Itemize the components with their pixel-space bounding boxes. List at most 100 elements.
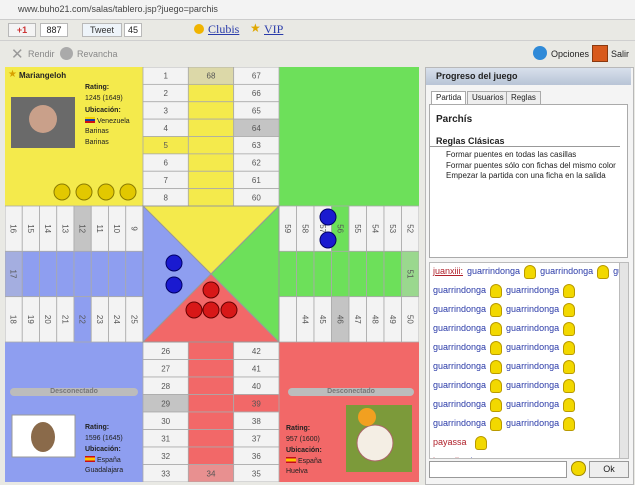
revancha-button[interactable]: Revancha: [77, 49, 118, 59]
cell-number: 3: [163, 106, 168, 115]
yellow-token[interactable]: [53, 183, 71, 201]
cell-number: 38: [252, 417, 261, 426]
chat-text: guarrindonga: [433, 380, 487, 390]
opciones-icon: [533, 46, 547, 60]
cell-number: 53: [388, 224, 397, 233]
cell-number: 56: [335, 224, 344, 233]
cell-number: 5: [163, 141, 168, 150]
rule: Formar puentes en todas las casillas: [446, 150, 577, 159]
gplus-button[interactable]: +1: [8, 23, 36, 37]
player-name: Mariangeloh: [19, 71, 67, 80]
board-cell: [296, 250, 315, 298]
cell-number: 58: [300, 224, 309, 233]
tweet-button[interactable]: Tweet: [82, 23, 122, 37]
yellow-token[interactable]: [97, 183, 115, 201]
board-cell: [383, 250, 402, 298]
cell-number: 34: [207, 469, 216, 478]
cell-number: 60: [252, 193, 261, 202]
cell-number: 64: [252, 124, 261, 133]
blue-home: [5, 342, 143, 482]
tab[interactable]: Reglas: [506, 91, 541, 105]
yellow-token[interactable]: [119, 183, 137, 201]
clubis-link[interactable]: Clubis: [208, 22, 240, 36]
rule: Empezar la partida con una ficha en la s…: [446, 171, 606, 180]
chat-message: guarrindonga guarrindonga: [430, 396, 619, 415]
chat-user: payassa: [433, 437, 467, 447]
chat-text: guarrindonga: [506, 323, 560, 333]
cell-number: 18: [9, 315, 18, 324]
emoji: [490, 283, 503, 298]
chat-message: payassa: [430, 434, 619, 453]
red-token[interactable]: [220, 301, 238, 319]
flag: [85, 116, 95, 123]
vip-link[interactable]: VIP: [264, 22, 284, 36]
emoji: [597, 264, 610, 279]
tab[interactable]: Partida: [431, 91, 467, 105]
tokens: [53, 183, 337, 319]
blue-token[interactable]: [165, 276, 183, 294]
cell-number: 55: [353, 224, 362, 233]
cell-number: 41: [252, 364, 261, 373]
cell-number: 28: [161, 382, 170, 391]
blue-token[interactable]: [165, 254, 183, 272]
emoji: [474, 435, 487, 450]
board-cell: [348, 250, 367, 298]
red-token[interactable]: [202, 301, 220, 319]
chat-text: guarrindonga: [613, 266, 619, 276]
red-token[interactable]: [202, 281, 220, 299]
board-cell: [278, 250, 297, 298]
board-cell: [56, 250, 75, 298]
board-cell: [39, 250, 58, 298]
blue-token[interactable]: [319, 208, 337, 226]
yellow-token[interactable]: [75, 183, 93, 201]
country: Venezuela: [97, 117, 130, 125]
cell-number: 6: [163, 159, 168, 168]
rule-separator: [430, 146, 620, 147]
rendir-icon: ✕: [11, 46, 24, 63]
separator: [0, 40, 635, 41]
cell-number: 2: [163, 89, 168, 98]
cell-number: 20: [43, 315, 52, 324]
opciones-button[interactable]: Opciones: [551, 49, 590, 59]
rendir-button[interactable]: Rendir: [28, 49, 55, 59]
emoji: [490, 302, 503, 317]
send-button[interactable]: Ok: [589, 461, 629, 478]
cell-number: 68: [207, 72, 216, 81]
cell-number: 46: [335, 315, 344, 324]
cell-number: 22: [78, 315, 87, 324]
region: Barinas: [85, 128, 109, 135]
cell-number: 37: [252, 434, 261, 443]
cell-number: 9: [129, 226, 138, 231]
player-photo: [356, 424, 394, 462]
board-cell: [187, 429, 235, 448]
blue-token[interactable]: [319, 231, 337, 249]
cell-number: 48: [370, 315, 379, 324]
rules-title: Reglas Clásicas: [436, 136, 505, 146]
salir-button[interactable]: Salir: [611, 49, 630, 59]
scrollbar[interactable]: [619, 262, 629, 459]
url[interactable]: www.buho21.com/salas/tablero.jsp?juego=p…: [18, 4, 218, 14]
location-label: Ubicación:: [85, 446, 121, 453]
cell-number: 24: [112, 315, 121, 324]
chat-input[interactable]: [429, 461, 567, 478]
cell-number: 45: [318, 315, 327, 324]
emoji: [490, 321, 503, 336]
chat-text: guarrindonga: [506, 304, 560, 314]
tab[interactable]: Usuarios: [467, 91, 509, 105]
cell-number: 40: [252, 382, 261, 391]
cell-number: 35: [252, 469, 261, 478]
cell-number: 66: [252, 89, 261, 98]
red-token[interactable]: [185, 301, 203, 319]
emoji: [563, 283, 576, 298]
emoji-button[interactable]: [571, 461, 586, 476]
cell-number: 10: [112, 224, 121, 233]
country: España: [298, 457, 322, 465]
gplus-count: 887: [40, 23, 68, 37]
board-cell: [366, 250, 385, 298]
board-cell: [187, 446, 235, 465]
board-cell: [187, 188, 235, 207]
player-info: Rating: 1245 (1649) Ubicación: Venezuela…: [85, 83, 130, 148]
chat-message: guarrindonga guarrindonga: [430, 415, 619, 434]
